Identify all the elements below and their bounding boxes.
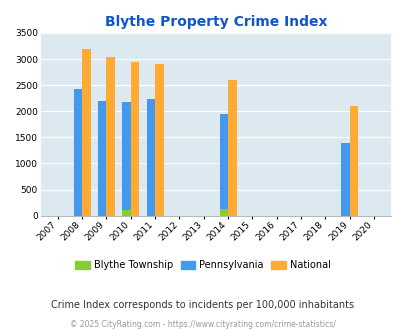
Bar [228,81,236,216]
Title: Blythe Property Crime Index: Blythe Property Crime Index [104,15,326,29]
Bar [155,64,163,216]
Bar [340,143,349,216]
Bar [82,49,90,216]
Bar [122,210,130,216]
Bar [219,210,228,216]
Bar [106,57,115,216]
Text: Crime Index corresponds to incidents per 100,000 inhabitants: Crime Index corresponds to incidents per… [51,300,354,310]
Bar [98,101,106,216]
Bar [130,62,139,216]
Bar [349,106,357,216]
Bar [146,99,155,216]
Text: © 2025 CityRating.com - https://www.cityrating.com/crime-statistics/: © 2025 CityRating.com - https://www.city… [70,319,335,329]
Legend: Blythe Township, Pennsylvania, National: Blythe Township, Pennsylvania, National [71,256,334,274]
Bar [219,115,228,216]
Bar [122,102,130,216]
Bar [73,89,82,216]
